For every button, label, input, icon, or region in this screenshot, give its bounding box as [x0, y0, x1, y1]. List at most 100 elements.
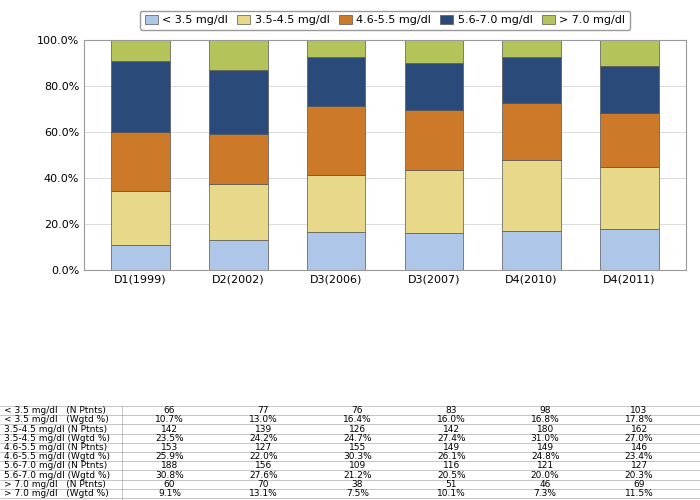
Bar [503, 160, 561, 232]
Text: 116: 116 [442, 462, 460, 470]
Text: 146: 146 [631, 443, 648, 452]
Text: 155: 155 [349, 443, 366, 452]
Text: 127: 127 [631, 462, 648, 470]
Text: 5.6-7.0 mg/dl (N Ptnts): 5.6-7.0 mg/dl (N Ptnts) [4, 462, 106, 470]
Text: 26.1%: 26.1% [437, 452, 466, 461]
Text: 153: 153 [161, 443, 178, 452]
Text: 20.5%: 20.5% [437, 470, 466, 480]
Text: 5.6-7.0 mg/dl (Wgtd %): 5.6-7.0 mg/dl (Wgtd %) [4, 470, 110, 480]
Bar [503, 57, 561, 103]
Text: 10.7%: 10.7% [155, 416, 184, 424]
Text: 127: 127 [255, 443, 272, 452]
Text: 7.5%: 7.5% [346, 489, 369, 498]
Text: 23.4%: 23.4% [625, 452, 653, 461]
Text: 3.5-4.5 mg/dl (N Ptnts): 3.5-4.5 mg/dl (N Ptnts) [4, 424, 106, 434]
Legend: < 3.5 mg/dl, 3.5-4.5 mg/dl, 4.6-5.5 mg/dl, 5.6-7.0 mg/dl, > 7.0 mg/dl: < 3.5 mg/dl, 3.5-4.5 mg/dl, 4.6-5.5 mg/d… [140, 10, 630, 29]
Text: 142: 142 [442, 424, 460, 434]
Bar [600, 66, 659, 113]
Text: 180: 180 [536, 424, 554, 434]
Text: 25.9%: 25.9% [155, 452, 184, 461]
Bar [307, 106, 365, 176]
Text: 27.6%: 27.6% [249, 470, 278, 480]
Text: 30.3%: 30.3% [343, 452, 372, 461]
Text: < 3.5 mg/dl   (N Ptnts): < 3.5 mg/dl (N Ptnts) [4, 406, 106, 415]
Bar [307, 40, 365, 57]
Bar [503, 40, 561, 57]
Text: 24.7%: 24.7% [343, 434, 372, 442]
Bar [209, 70, 267, 134]
Bar [600, 40, 659, 66]
Text: 103: 103 [631, 406, 648, 415]
Text: 20.0%: 20.0% [531, 470, 559, 480]
Text: 66: 66 [164, 406, 175, 415]
Bar [111, 40, 170, 61]
Text: 20.3%: 20.3% [624, 470, 653, 480]
Text: 156: 156 [255, 462, 272, 470]
Text: 188: 188 [161, 462, 178, 470]
Bar [600, 229, 659, 270]
Text: 76: 76 [351, 406, 363, 415]
Text: > 7.0 mg/dl   (N Ptnts): > 7.0 mg/dl (N Ptnts) [4, 480, 106, 489]
Text: 70: 70 [258, 480, 269, 489]
Text: 13.1%: 13.1% [249, 489, 278, 498]
Text: 139: 139 [255, 424, 272, 434]
Text: 4.6-5.5 mg/dl (Wgtd %): 4.6-5.5 mg/dl (Wgtd %) [4, 452, 109, 461]
Text: 16.8%: 16.8% [531, 416, 559, 424]
Bar [405, 233, 463, 270]
Bar [307, 176, 365, 233]
Text: 60: 60 [164, 480, 175, 489]
Text: 16.0%: 16.0% [437, 416, 466, 424]
Text: 38: 38 [351, 480, 363, 489]
Bar [405, 40, 463, 63]
Bar [307, 57, 365, 106]
Text: 4.6-5.5 mg/dl (N Ptnts): 4.6-5.5 mg/dl (N Ptnts) [4, 443, 106, 452]
Bar [503, 103, 561, 160]
Text: 46: 46 [540, 480, 551, 489]
Text: 7.3%: 7.3% [533, 489, 556, 498]
Text: 27.0%: 27.0% [624, 434, 653, 442]
Bar [600, 167, 659, 229]
Text: 24.8%: 24.8% [531, 452, 559, 461]
Text: 9.1%: 9.1% [158, 489, 181, 498]
Bar [209, 134, 267, 184]
Bar [307, 232, 365, 270]
Bar [209, 184, 267, 240]
Text: 51: 51 [445, 480, 457, 489]
Bar [209, 240, 267, 270]
Bar [209, 40, 267, 70]
Bar [405, 110, 463, 170]
Text: 3.5-4.5 mg/dl (Wgtd %): 3.5-4.5 mg/dl (Wgtd %) [4, 434, 109, 442]
Text: 31.0%: 31.0% [531, 434, 559, 442]
Text: 149: 149 [442, 443, 460, 452]
Text: 16.4%: 16.4% [343, 416, 372, 424]
Text: 13.0%: 13.0% [249, 416, 278, 424]
Bar [111, 61, 170, 132]
Text: 149: 149 [537, 443, 554, 452]
Text: 21.2%: 21.2% [343, 470, 372, 480]
Bar [111, 132, 170, 192]
Text: 23.5%: 23.5% [155, 434, 184, 442]
Text: 142: 142 [161, 424, 178, 434]
Text: 27.4%: 27.4% [437, 434, 466, 442]
Bar [503, 232, 561, 270]
Text: 83: 83 [445, 406, 457, 415]
Text: 98: 98 [540, 406, 551, 415]
Text: 109: 109 [349, 462, 366, 470]
Text: > 7.0 mg/dl   (Wgtd %): > 7.0 mg/dl (Wgtd %) [4, 489, 108, 498]
Text: 121: 121 [537, 462, 554, 470]
Text: 22.0%: 22.0% [249, 452, 278, 461]
Bar [600, 113, 659, 167]
Text: 10.1%: 10.1% [437, 489, 466, 498]
Text: < 3.5 mg/dl   (Wgtd %): < 3.5 mg/dl (Wgtd %) [4, 416, 108, 424]
Text: 126: 126 [349, 424, 366, 434]
Bar [111, 246, 170, 270]
Text: 162: 162 [631, 424, 648, 434]
Text: 69: 69 [634, 480, 645, 489]
Bar [111, 192, 170, 246]
Bar [405, 170, 463, 233]
Bar [405, 63, 463, 110]
Text: 11.5%: 11.5% [624, 489, 653, 498]
Text: 77: 77 [258, 406, 269, 415]
Text: 24.2%: 24.2% [249, 434, 278, 442]
Text: 30.8%: 30.8% [155, 470, 184, 480]
